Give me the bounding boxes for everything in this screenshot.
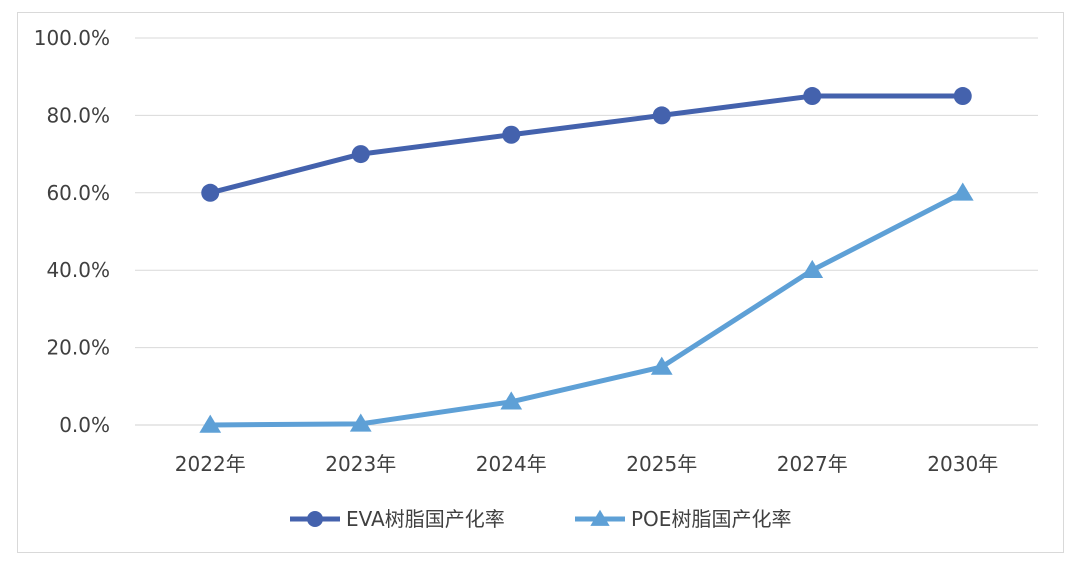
- data-point-0-4: [803, 87, 822, 106]
- data-point-1-4: [801, 259, 824, 278]
- y-tick-label: 0.0%: [59, 413, 110, 437]
- series-line-1: [210, 190, 964, 428]
- x-tick-label: 2023年: [325, 452, 396, 476]
- y-tick-label: 60.0%: [46, 181, 110, 205]
- data-point-1-1: [349, 413, 372, 432]
- legend-label-1: POE树脂国产化率: [631, 507, 791, 531]
- legend-marker-0: [307, 511, 323, 527]
- data-point-1-2: [500, 391, 523, 410]
- data-point-1-3: [650, 356, 673, 375]
- series-line-0: [209, 93, 963, 196]
- x-tick-label: 2022年: [175, 452, 246, 476]
- data-point-0-3: [652, 106, 671, 125]
- x-axis-ticks: 2022年 2023年 2024年 2025年 2027年 2030年: [175, 452, 998, 476]
- x-tick-label: 2030年: [927, 452, 998, 476]
- x-tick-label: 2027年: [777, 452, 848, 476]
- chart-frame: [17, 12, 1064, 553]
- y-axis-ticks: 0.0% 20.0% 40.0% 60.0% 80.0% 100.0%: [34, 26, 110, 437]
- legend: EVA树脂国产化率 POE树脂国产化率: [290, 507, 791, 531]
- data-point-0-2: [502, 125, 521, 144]
- data-point-0-0: [201, 183, 220, 202]
- data-point-0-5: [953, 87, 972, 106]
- data-point-1-0: [199, 414, 222, 433]
- x-tick-label: 2024年: [476, 452, 547, 476]
- y-tick-label: 100.0%: [34, 26, 110, 50]
- x-tick-label: 2025年: [626, 452, 697, 476]
- data-point-0-1: [351, 145, 370, 164]
- series-group: [199, 87, 974, 433]
- y-tick-label: 20.0%: [46, 336, 110, 360]
- data-point-1-5: [951, 182, 974, 201]
- y-tick-label: 80.0%: [46, 103, 110, 127]
- y-tick-label: 40.0%: [46, 258, 110, 282]
- legend-label-0: EVA树脂国产化率: [346, 507, 505, 531]
- legend-marker-1: [590, 509, 610, 526]
